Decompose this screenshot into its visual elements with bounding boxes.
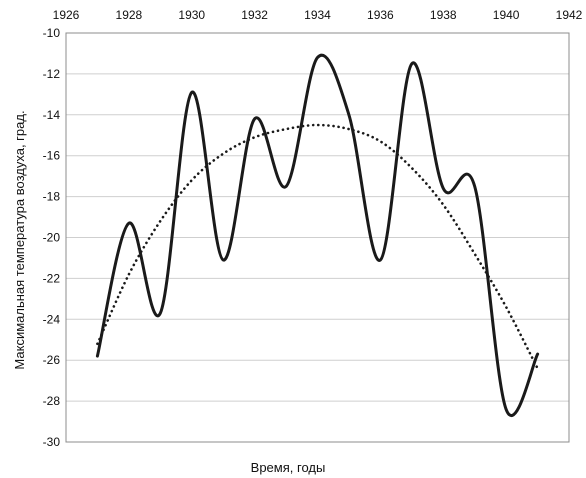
x-tick-label: 1926 [53,8,80,22]
x-tick-label: 1934 [304,8,331,22]
y-tick-label: -16 [43,149,61,163]
y-axis-title: Максимальная температура воздуха, град. [12,110,27,369]
y-tick-label: -24 [43,312,61,326]
x-tick-label: 1936 [367,8,394,22]
x-tick-label: 1940 [493,8,520,22]
y-tick-label: -18 [43,190,61,204]
y-tick-label: -30 [43,435,61,449]
y-tick-label: -28 [43,394,61,408]
y-tick-label: -12 [43,67,61,81]
x-tick-label: 1930 [178,8,205,22]
y-tick-label: -26 [43,353,61,367]
x-tick-label: 1928 [116,8,143,22]
x-tick-label: 1932 [241,8,268,22]
x-tick-label: 1938 [430,8,457,22]
x-axis-title: Время, годы [251,460,326,475]
x-tick-label: 1942 [556,8,583,22]
x-tick-labels: 1926 1928 1930 1932 1934 1936 1938 1940 1942 [53,8,583,22]
y-tick-label: -20 [43,231,61,245]
y-tick-label: -14 [43,108,61,122]
trend-line [96,123,539,370]
series-lines [95,53,540,417]
temperature-line [95,53,540,417]
y-tick-label: -22 [43,271,61,285]
grid-lines [66,32,569,443]
y-tick-label: -10 [43,26,61,40]
y-tick-labels: -10 -12 -14 -16 -18 -20 -22 -24 -26 -28 -30 [43,26,61,449]
plot-frame [65,32,570,443]
